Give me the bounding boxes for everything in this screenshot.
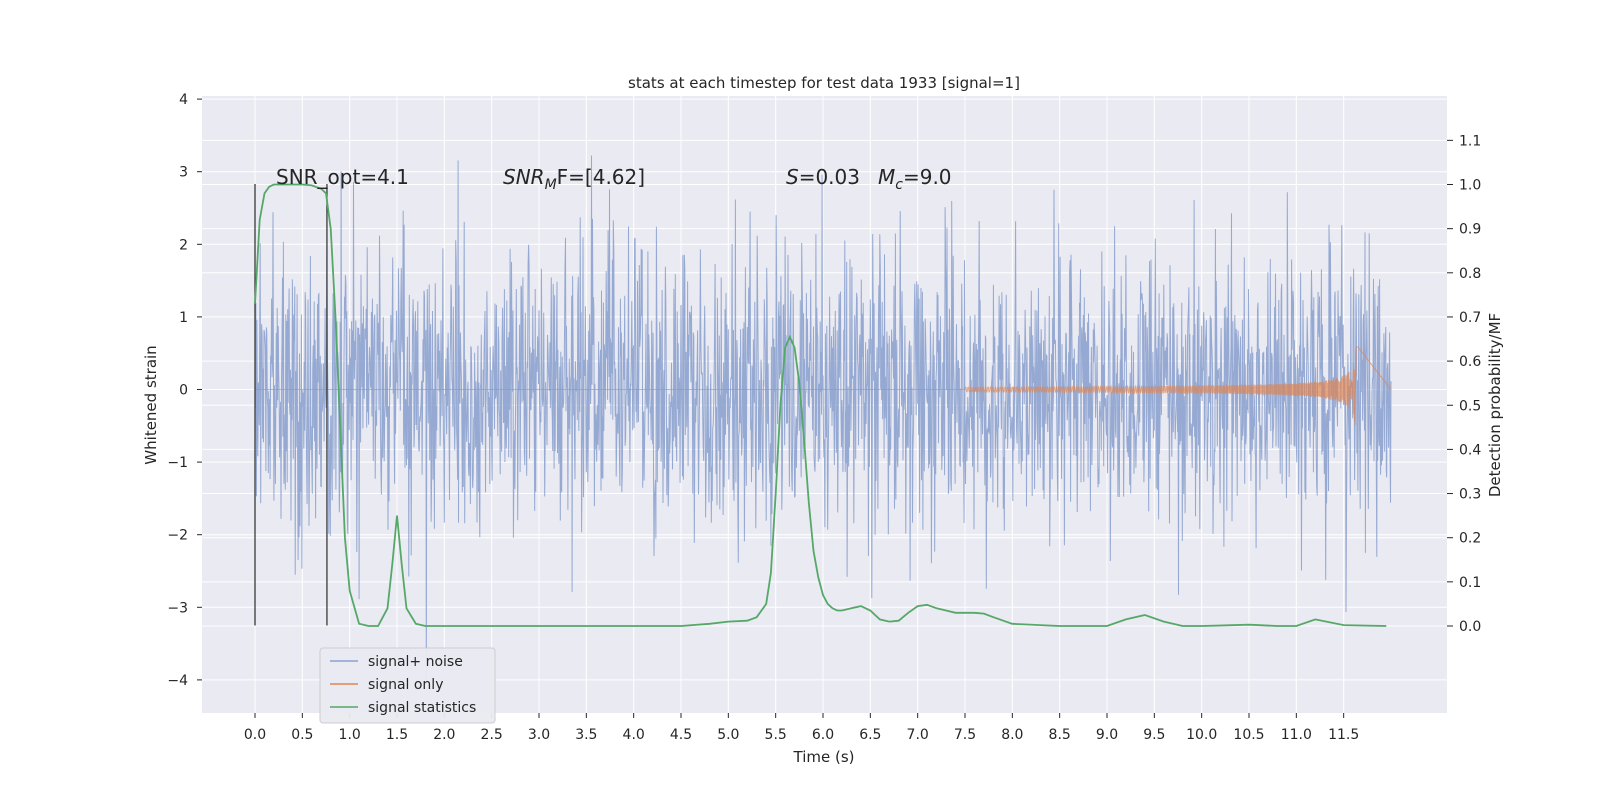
x-tick-label: 6.5 xyxy=(859,727,881,743)
y2-tick-label: 1.0 xyxy=(1459,178,1481,194)
x-tick-label: 0.0 xyxy=(244,727,266,743)
x-tick-label: 9.0 xyxy=(1096,727,1118,743)
y2-tick-label: 0.5 xyxy=(1459,398,1481,414)
grid-layer xyxy=(202,96,1447,713)
y-tick-label: −2 xyxy=(167,528,188,544)
signal-only-series xyxy=(255,346,1392,426)
x-tick-label: 0.5 xyxy=(291,727,313,743)
y2-tick-label: 0.9 xyxy=(1459,222,1481,238)
legend: signal+ noise signal only signal statist… xyxy=(319,647,496,724)
s-value: =0.03 xyxy=(799,165,860,189)
x-tick-label: 5.5 xyxy=(765,727,787,743)
y2-axis-label: Detection probability/MF xyxy=(1486,313,1504,497)
vertical-markers xyxy=(254,184,328,626)
x-tick-label: 5.0 xyxy=(717,727,739,743)
mc-label: M xyxy=(878,165,895,189)
y-tick-label: 3 xyxy=(179,165,188,181)
signal-statistics-series xyxy=(254,183,1387,627)
mc-subscript: c xyxy=(895,177,903,193)
y2-tick-label: 0.7 xyxy=(1459,310,1481,326)
y-tick-label: −3 xyxy=(167,600,188,616)
x-axis-label: Time (s) xyxy=(793,748,855,766)
y-tick-label: −4 xyxy=(167,673,188,689)
y2-tick-label: 0.1 xyxy=(1459,575,1481,591)
snr-mf-subscript: M xyxy=(545,177,557,193)
y-axis-label: Whitened strain xyxy=(142,345,160,464)
y-tick-label: 2 xyxy=(179,237,188,253)
legend-label-signal-noise: signal+ noise xyxy=(368,654,463,670)
x-tick-label: 11.5 xyxy=(1328,727,1359,743)
x-tick-label: 9.5 xyxy=(1143,727,1165,743)
y2-tick-label: 0.0 xyxy=(1459,619,1481,635)
x-tick-label: 10.5 xyxy=(1233,727,1264,743)
x-tick-label: 2.5 xyxy=(481,727,503,743)
signal-noise-series xyxy=(254,155,1392,684)
y2-tick-label: 1.1 xyxy=(1459,133,1481,149)
y2-tick-label: 0.8 xyxy=(1459,266,1481,282)
y2-tick-labels: 1.1 1.0 0.9 0.8 0.7 0.6 0.5 0.4 0.3 0.2 0.1 0.0 xyxy=(1447,133,1481,635)
x-tick-label: 10.0 xyxy=(1186,727,1217,743)
y2-tick-label: 0.2 xyxy=(1459,531,1481,547)
x-tick-label: 3.0 xyxy=(528,727,550,743)
x-tick-labels: 0.0 0.5 1.0 1.5 2.0 2.5 3.0 3.5 4.0 4.5 5.0 5.5 6.0 6… xyxy=(244,713,1359,743)
y2-tick-label: 0.6 xyxy=(1459,354,1481,370)
x-tick-label: 7.5 xyxy=(954,727,976,743)
x-tick-label: 7.0 xyxy=(907,727,929,743)
x-tick-label: 2.0 xyxy=(433,727,455,743)
x-tick-label: 3.5 xyxy=(575,727,597,743)
legend-label-signal-statistics: signal statistics xyxy=(368,700,476,716)
y-tick-label: 4 xyxy=(179,92,188,108)
x-tick-label: 11.0 xyxy=(1281,727,1312,743)
legend-label-signal-only: signal only xyxy=(368,677,443,693)
y-tick-label: −1 xyxy=(167,455,188,471)
chart-title: stats at each timestep for test data 193… xyxy=(628,74,1020,92)
signal-only-line xyxy=(255,346,1392,426)
y-tick-label: 0 xyxy=(179,383,188,399)
x-tick-label: 6.0 xyxy=(812,727,834,743)
legend-box xyxy=(319,647,496,724)
mc-value: =9.0 xyxy=(903,165,952,189)
x-tick-label: 8.5 xyxy=(1049,727,1071,743)
annotation-s-mc: S=0.03 Mc=9.0 xyxy=(786,165,952,193)
snr-mf-label: SNR xyxy=(503,165,545,189)
x-tick-label: 4.5 xyxy=(670,727,692,743)
s-label: S xyxy=(786,165,799,189)
x-tick-label: 1.0 xyxy=(339,727,361,743)
annotation-snr-opt: SNR_opt=4.1 xyxy=(276,165,409,189)
y-tick-label: 1 xyxy=(179,310,188,326)
y2-tick-label: 0.3 xyxy=(1459,487,1481,503)
signal-noise-line xyxy=(254,155,1392,684)
snr-mf-value: F=[4.62] xyxy=(557,165,645,189)
y-tick-labels: 4 3 2 1 0 −1 −2 −3 −4 xyxy=(167,92,202,689)
annotation-snr-mf: SNRMF=[4.62] xyxy=(503,165,645,193)
signal-statistics-line xyxy=(254,183,1387,627)
x-tick-label: 4.0 xyxy=(623,727,645,743)
x-tick-label: 8.0 xyxy=(1001,727,1023,743)
y2-tick-label: 0.4 xyxy=(1459,442,1481,458)
x-tick-label: 1.5 xyxy=(386,727,408,743)
